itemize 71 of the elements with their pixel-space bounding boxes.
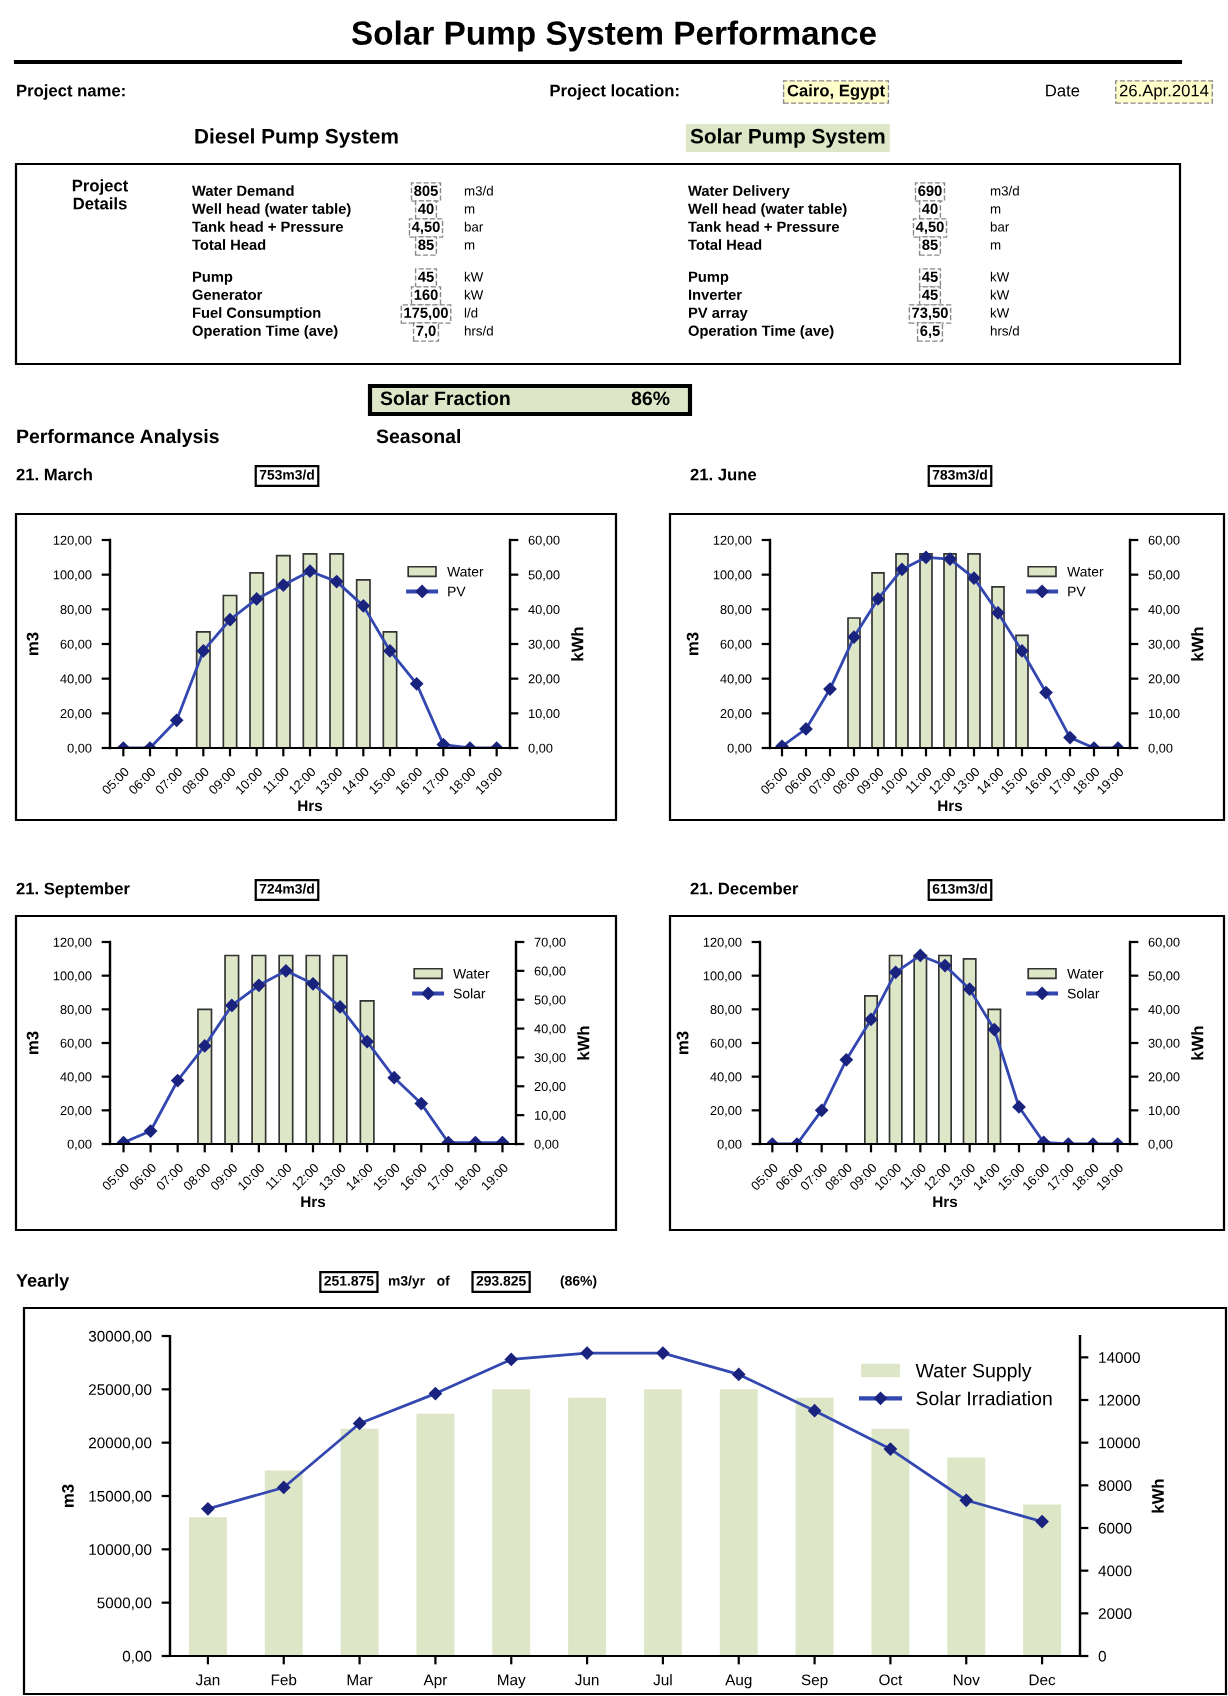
bar — [888, 954, 903, 1144]
bar — [962, 957, 977, 1144]
bar — [329, 553, 345, 748]
text: 26.Apr.2014 — [1119, 84, 1209, 100]
y2-axis-title: kWh — [1191, 1026, 1204, 1060]
text: Project Details — [72, 179, 129, 210]
bar — [643, 1389, 682, 1656]
bar — [302, 553, 318, 748]
chart-title: Yearly — [16, 1273, 70, 1291]
bar — [278, 954, 294, 1144]
bar — [188, 1517, 227, 1656]
bar — [224, 954, 240, 1144]
chart-title: 21. March — [16, 468, 92, 481]
bar — [305, 954, 321, 1144]
bar — [863, 995, 879, 1144]
bar — [492, 1389, 531, 1656]
bar — [943, 553, 957, 748]
bar — [919, 553, 933, 748]
y-axis-title: m3 — [62, 1484, 74, 1507]
y-axis-title: m3 — [686, 632, 699, 655]
bar — [249, 572, 265, 748]
bar — [332, 954, 348, 1144]
bar — [913, 954, 928, 1144]
text: Solar Pump System — [690, 128, 885, 148]
y-axis-title: m3 — [26, 1031, 39, 1054]
bar — [416, 1413, 455, 1656]
y-axis-title: m3 — [676, 1031, 689, 1054]
chart-title: 21. September — [16, 882, 130, 898]
bar — [991, 585, 1005, 748]
bar — [222, 594, 238, 748]
legend-label: Solar Irradiation — [916, 1391, 1052, 1406]
bar — [1023, 1504, 1062, 1656]
bar — [1015, 634, 1029, 748]
bar — [275, 554, 291, 748]
bar — [937, 954, 953, 1144]
bar — [895, 553, 909, 748]
bar — [847, 617, 861, 748]
chart-title: 21. December — [690, 882, 799, 895]
text: 86% — [631, 391, 670, 406]
bar — [947, 1457, 986, 1656]
bar — [871, 572, 885, 748]
y2-axis-title: kWh — [577, 1026, 590, 1060]
chart-title: 21. June — [690, 468, 757, 481]
text: Solar Fraction — [380, 390, 510, 406]
bar — [795, 1397, 834, 1656]
bar — [251, 954, 267, 1144]
text: Performance Analysis — [17, 428, 219, 448]
legend-label: Water Supply — [915, 1363, 1032, 1382]
y2-axis-title: kWh — [1191, 627, 1204, 661]
bar — [719, 1389, 758, 1656]
bar — [355, 579, 371, 748]
text: Seasonal — [376, 428, 461, 444]
bar — [568, 1397, 607, 1656]
y2-axis-title: kWh — [1151, 1479, 1164, 1513]
text: Project location: — [550, 84, 679, 100]
bar — [871, 1428, 910, 1656]
bar — [382, 631, 398, 748]
text: Date — [1046, 84, 1080, 97]
bar — [197, 1008, 213, 1144]
bar — [987, 1008, 1002, 1144]
bar — [340, 1428, 379, 1656]
bar — [264, 1470, 303, 1656]
text: Diesel Pump System — [195, 128, 398, 148]
text: Project name: — [17, 84, 125, 100]
y-axis-title: m3 — [26, 632, 39, 655]
y2-axis-title: kWh — [571, 627, 584, 661]
bar — [195, 631, 211, 748]
text: Cairo, Egypt — [787, 84, 885, 100]
bar — [359, 1000, 375, 1144]
text: Solar Pump System Performance — [351, 20, 876, 52]
bar — [967, 553, 981, 748]
